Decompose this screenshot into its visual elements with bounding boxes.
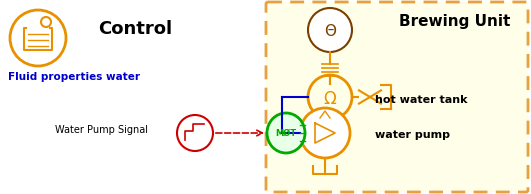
Text: hot water tank: hot water tank xyxy=(375,95,467,105)
Circle shape xyxy=(308,75,352,119)
FancyBboxPatch shape xyxy=(266,2,528,192)
Text: Control: Control xyxy=(98,20,172,38)
Circle shape xyxy=(41,17,51,27)
Text: MØT: MØT xyxy=(276,128,296,138)
Text: water pump: water pump xyxy=(375,130,450,140)
Circle shape xyxy=(10,10,66,66)
Text: Water Pump Signal: Water Pump Signal xyxy=(55,125,148,135)
Circle shape xyxy=(177,115,213,151)
Text: Ω: Ω xyxy=(323,90,336,108)
Ellipse shape xyxy=(267,113,305,153)
Text: Fluid properties water: Fluid properties water xyxy=(8,72,140,82)
Text: Brewing Unit: Brewing Unit xyxy=(399,14,510,29)
Circle shape xyxy=(300,108,350,158)
Text: Θ: Θ xyxy=(324,24,336,40)
Circle shape xyxy=(308,8,352,52)
